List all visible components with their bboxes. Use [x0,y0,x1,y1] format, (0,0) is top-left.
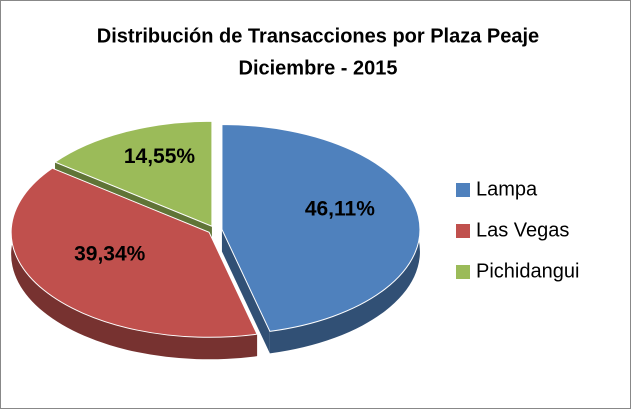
legend-label: Las Vegas [476,219,569,241]
pie-wall [221,229,270,354]
legend-swatch [456,183,470,197]
chart-subtitle: Diciembre - 2015 [239,57,398,79]
legend-swatch [456,265,470,279]
legend-label: Pichidangui [476,260,579,282]
legend-swatch [456,224,470,238]
pie-slice [10,167,258,338]
pie-labels: 46,11% 39,34% 14,55% [74,145,375,265]
pie-slice [54,120,213,227]
data-label: 14,55% [124,145,196,168]
legend-label: Lampa [476,178,538,200]
pie-side [11,168,258,360]
pie-tops [10,120,421,338]
data-label: 39,34% [74,242,146,265]
data-label: 46,11% [305,197,375,220]
chart-title: Distribución de Transacciones por Plaza … [97,25,539,47]
pie-slice [221,123,421,332]
